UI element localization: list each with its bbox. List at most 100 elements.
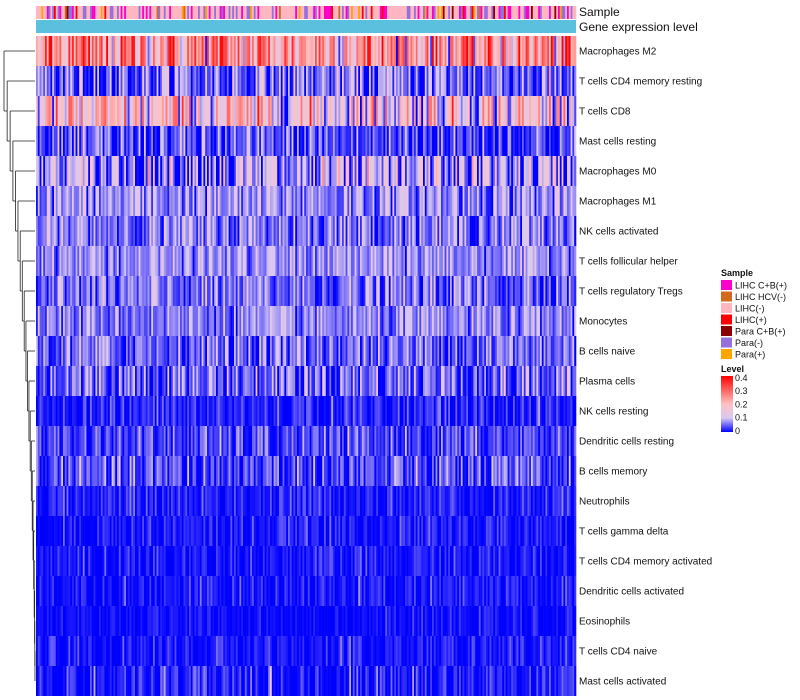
heatmap-cell [343, 336, 346, 366]
heatmap-cell [540, 96, 543, 126]
heatmap-cell [102, 156, 105, 186]
heatmap-cell [81, 96, 84, 126]
sample-cell [257, 6, 260, 19]
heatmap-cell [509, 66, 512, 96]
heatmap-cell [482, 126, 485, 156]
heatmap-cell [109, 366, 112, 396]
heatmap-cell [417, 276, 420, 306]
heatmap-cell [136, 96, 139, 126]
heatmap-cell [401, 366, 404, 396]
sample-cell [190, 6, 193, 19]
heatmap-cell [538, 36, 541, 66]
heatmap-cell [109, 486, 112, 516]
heatmap-cell [50, 456, 53, 486]
heatmap-cell [167, 456, 170, 486]
heatmap-cell [73, 156, 76, 186]
heatmap-cell [385, 66, 388, 96]
heatmap-cell [327, 336, 330, 366]
heatmap-cell [327, 216, 330, 246]
heatmap-cell [453, 456, 456, 486]
sample-cell [286, 6, 289, 19]
heatmap-cell [93, 216, 96, 246]
heatmap-cell [72, 96, 75, 126]
heatmap-cell [433, 306, 436, 336]
heatmap-cell [113, 216, 116, 246]
heatmap-cell [360, 186, 363, 216]
heatmap-cell [361, 336, 364, 366]
heatmap-cell [322, 126, 325, 156]
heatmap-cell [534, 186, 537, 216]
heatmap-cell [351, 366, 354, 396]
heatmap-cell [61, 366, 64, 396]
heatmap-cell [77, 276, 80, 306]
heatmap-cell [36, 96, 39, 126]
heatmap-cell [226, 336, 229, 366]
heatmap-cell [464, 246, 467, 276]
heatmap-cell [392, 276, 395, 306]
sample-cell [516, 6, 519, 19]
heatmap-cell [462, 396, 465, 426]
heatmap-cell [246, 216, 249, 246]
heatmap-cell [394, 216, 397, 246]
heatmap-cell [556, 396, 559, 426]
heatmap-cell [345, 96, 348, 126]
heatmap-cell [106, 246, 109, 276]
heatmap-cell [248, 276, 251, 306]
heatmap-cell [318, 426, 321, 456]
heatmap-cell [90, 66, 93, 96]
heatmap-cell [64, 246, 67, 276]
heatmap-cell [102, 96, 105, 126]
heatmap-cell [277, 216, 280, 246]
heatmap-cell [340, 36, 343, 66]
heatmap-cell [487, 216, 490, 246]
heatmap-cell [46, 186, 49, 216]
heatmap-cell [59, 456, 62, 486]
heatmap-cell [540, 306, 543, 336]
heatmap-cell [324, 396, 327, 426]
heatmap-cell [460, 276, 463, 306]
heatmap-cell [235, 396, 238, 426]
heatmap-cell [131, 276, 134, 306]
heatmap-cell [365, 216, 368, 246]
heatmap-cell [473, 36, 476, 66]
heatmap-cell [91, 36, 94, 66]
heatmap-cell [244, 396, 247, 426]
heatmap-cell [367, 216, 370, 246]
heatmap-cell [401, 306, 404, 336]
heatmap-cell [372, 126, 375, 156]
heatmap-cell [495, 186, 498, 216]
heatmap-cell [270, 246, 273, 276]
heatmap-cell [459, 276, 462, 306]
heatmap-cell [457, 186, 460, 216]
heatmap-cell [486, 456, 489, 486]
heatmap-cell [322, 36, 325, 66]
heatmap-cell [477, 36, 480, 66]
heatmap-cell [333, 66, 336, 96]
heatmap-cell [127, 276, 130, 306]
heatmap-cell [280, 396, 283, 426]
heatmap-cell [70, 36, 73, 66]
heatmap-cell [340, 156, 343, 186]
sample-cell [248, 6, 251, 19]
heatmap-cell [210, 186, 213, 216]
heatmap-cell [558, 156, 561, 186]
heatmap-cell [495, 156, 498, 186]
heatmap-cell [496, 426, 499, 456]
heatmap-cell [500, 426, 503, 456]
heatmap-cell [320, 216, 323, 246]
heatmap-cell [486, 96, 489, 126]
heatmap-cell [70, 396, 73, 426]
heatmap-cell [144, 246, 147, 276]
heatmap-cell [419, 426, 422, 456]
heatmap-cell [180, 366, 183, 396]
heatmap-cell [415, 426, 418, 456]
heatmap-cell [550, 156, 553, 186]
heatmap-cell [244, 276, 247, 306]
heatmap-cell [234, 456, 237, 486]
heatmap-cell [79, 36, 82, 66]
heatmap-cell [480, 276, 483, 306]
heatmap-cell [124, 396, 127, 426]
heatmap-cell [336, 96, 339, 126]
heatmap-cell [318, 186, 321, 216]
heatmap-cell [468, 426, 471, 456]
